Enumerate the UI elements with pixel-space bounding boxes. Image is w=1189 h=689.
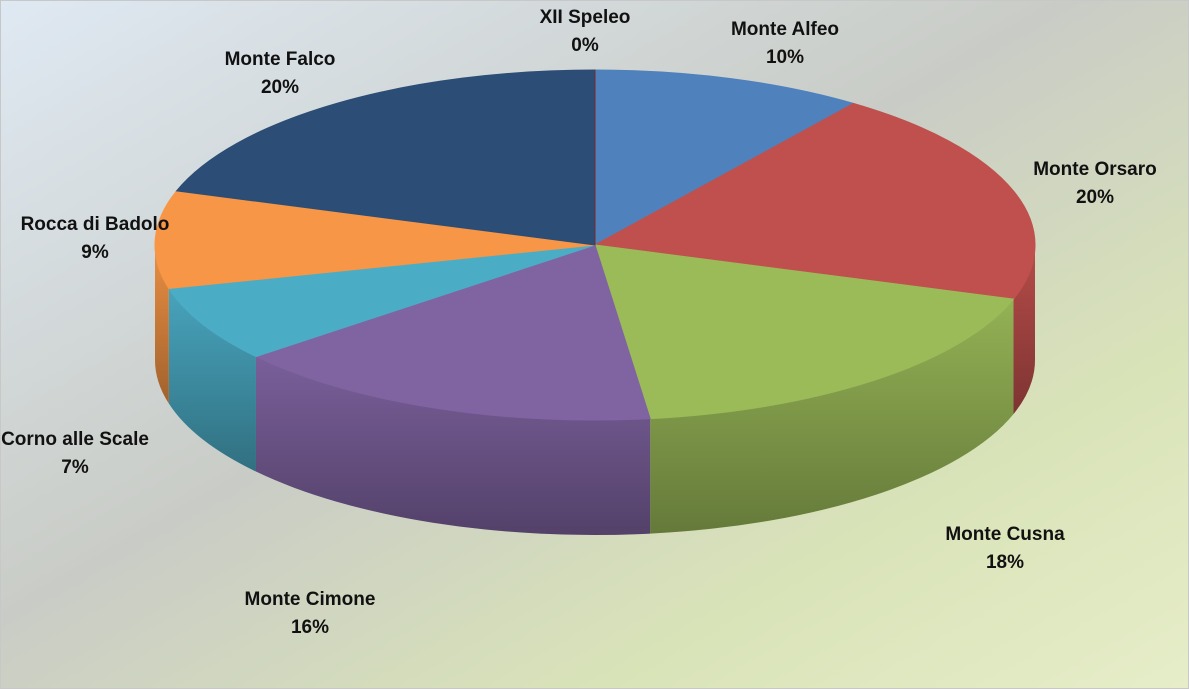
category-label: Rocca di Badolo: [21, 214, 170, 235]
category-label: Corno alle Scale: [1, 429, 149, 450]
value-label: 7%: [61, 457, 89, 478]
value-label: 9%: [81, 242, 109, 263]
category-label: Monte Orsaro: [1033, 159, 1157, 180]
value-label: 20%: [1076, 187, 1114, 208]
pie-tops: [155, 70, 1035, 420]
value-label: 16%: [291, 617, 329, 638]
category-label: XII Speleo: [540, 7, 631, 28]
value-label: 0%: [571, 35, 599, 56]
value-label: 10%: [766, 47, 804, 68]
category-label: Monte Cusna: [945, 524, 1065, 545]
category-label: Monte Falco: [225, 49, 336, 70]
value-label: 20%: [261, 77, 299, 98]
value-label: 18%: [986, 552, 1024, 573]
category-label: Monte Cimone: [245, 589, 376, 610]
category-label: Monte Alfeo: [731, 19, 839, 40]
chart: Monte Alfeo 10% Monte Orsaro 20% Monte Cusna…: [0, 0, 1189, 689]
